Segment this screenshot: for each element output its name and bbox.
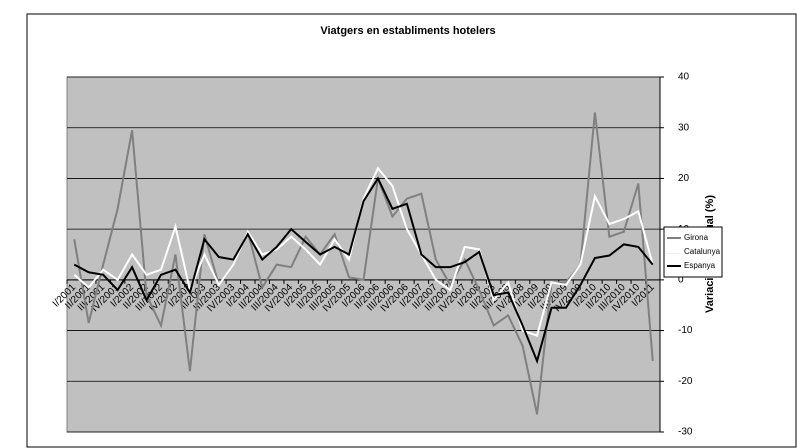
series-line [73, 176, 654, 365]
y-tick-label: 30 [678, 122, 690, 133]
legend-label: Girona [684, 233, 709, 242]
legend: Girona Catalunya Espanya [663, 226, 723, 278]
y-tick-label: 0 [678, 274, 684, 285]
y-tick-label: -30 [678, 427, 693, 438]
plot-area [66, 76, 661, 433]
y-tick-label: 40 [678, 72, 690, 83]
legend-label: Espanya [684, 261, 716, 270]
y-tick-label: -10 [678, 325, 693, 336]
chart-title: Viatgers en establiments hotelers [320, 25, 495, 37]
y-tick-label: -20 [678, 376, 693, 387]
legend-label: Catalunya [684, 247, 721, 256]
y-tick-label: 20 [678, 173, 690, 184]
series-line [73, 166, 654, 337]
